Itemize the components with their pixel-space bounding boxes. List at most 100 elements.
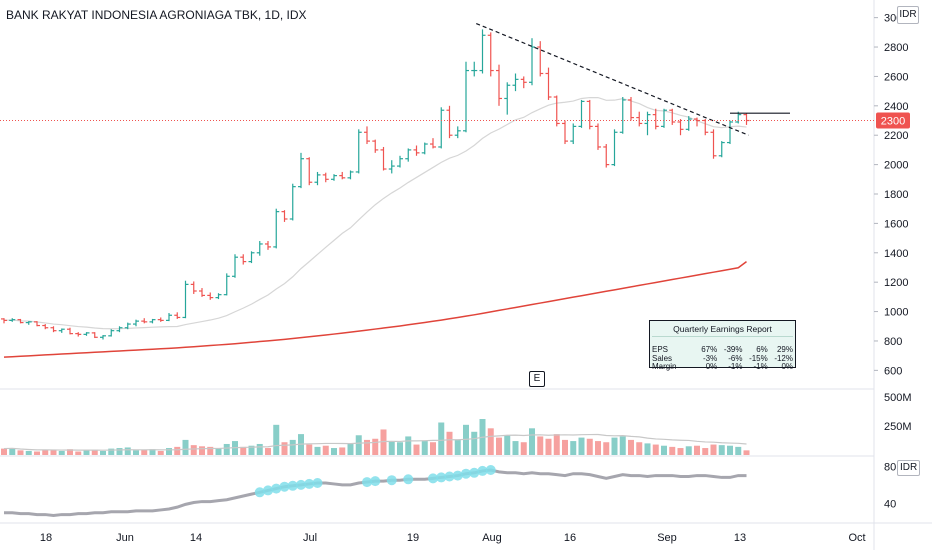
indicator-marker xyxy=(263,485,273,496)
ohlc-bar xyxy=(207,292,214,300)
indicator-marker xyxy=(403,474,414,485)
indicator-marker xyxy=(386,475,397,486)
volume-bar xyxy=(34,451,40,455)
volume-bar xyxy=(520,442,527,455)
currency-badge[interactable]: IDR xyxy=(897,6,919,24)
volume-bar xyxy=(504,435,511,455)
price-tick-label: 2200 xyxy=(884,130,908,142)
ohlc-bar xyxy=(339,171,346,180)
ohlc-bar xyxy=(25,321,32,325)
price-tick-label: 2000 xyxy=(884,160,908,172)
ohlc-bar xyxy=(182,280,189,319)
ohlc-bar xyxy=(562,120,568,145)
volume-bar xyxy=(91,449,98,455)
volume-bar xyxy=(372,438,379,455)
volume-bar xyxy=(628,439,634,455)
volume-bar xyxy=(355,435,362,455)
volume-bar xyxy=(727,445,733,455)
ohlc-bar xyxy=(463,61,469,133)
earnings-table: Quarterly Earnings Report EPS 67% -39% 6… xyxy=(649,320,796,371)
volume-bar xyxy=(619,436,626,455)
volume-bar xyxy=(58,450,65,455)
indicator-marker xyxy=(444,471,455,482)
volume-bar xyxy=(685,446,692,455)
ohlc-bar xyxy=(298,152,304,189)
time-axis-label: Jul xyxy=(303,532,317,544)
trendline xyxy=(476,22,749,136)
indicator-marker xyxy=(469,467,480,478)
indicator-marker xyxy=(271,483,282,494)
ohlc-bar xyxy=(174,312,181,319)
time-axis-label: Sep xyxy=(657,532,677,544)
indicator-tick-label: 80 xyxy=(884,461,896,473)
ohlc-bar xyxy=(595,123,601,150)
ohlc-bar xyxy=(265,241,271,250)
ohlc-bar xyxy=(58,328,65,333)
ohlc-bar xyxy=(314,171,321,186)
volume-bar xyxy=(529,428,535,455)
volume-bar xyxy=(166,448,172,455)
indicator-marker xyxy=(370,476,381,487)
ohlc-bar xyxy=(669,108,676,125)
volume-bar xyxy=(669,446,676,455)
volume-bar xyxy=(718,445,725,455)
ohlc-bar xyxy=(133,319,139,327)
volume-bar xyxy=(380,429,387,455)
volume-bar xyxy=(339,447,346,455)
ohlc-bar xyxy=(75,332,82,337)
volume-bar xyxy=(388,441,395,455)
ohlc-bar xyxy=(661,108,667,128)
ohlc-bar xyxy=(413,145,420,156)
ohlc-bar xyxy=(256,241,263,256)
volume-bar xyxy=(397,442,403,455)
volume-bar xyxy=(17,450,24,455)
ohlc-bar xyxy=(17,318,24,324)
ohlc-bar xyxy=(322,172,329,183)
volume-bar xyxy=(223,443,230,455)
volume-bar xyxy=(677,448,684,455)
indicator-tick-label: 40 xyxy=(884,498,896,510)
price-tick-label: 1000 xyxy=(884,307,908,319)
ohlc-bar xyxy=(430,138,436,149)
volume-bar xyxy=(694,445,700,455)
volume-bar xyxy=(545,438,552,455)
ohlc-bar xyxy=(603,144,610,168)
volume-tick-label: 500M xyxy=(884,392,912,404)
earnings-row-eps: EPS 67% -39% 6% 29% xyxy=(652,345,793,354)
volume-bar xyxy=(273,424,280,455)
ohlc-bar xyxy=(504,82,511,115)
ohlc-bar xyxy=(273,208,280,249)
volume-tick-label: 250M xyxy=(884,421,912,433)
ohlc-bar xyxy=(388,160,395,174)
ohlc-bar xyxy=(364,126,370,145)
price-tick-label: 800 xyxy=(884,336,902,348)
indicator-marker xyxy=(304,478,315,489)
volume-bar xyxy=(421,441,428,455)
volume-bar xyxy=(405,436,412,455)
time-axis-label: 13 xyxy=(734,532,746,544)
time-axis-label: 18 xyxy=(40,532,52,544)
price-tick-label: 1400 xyxy=(884,248,908,260)
ohlc-bar xyxy=(677,119,684,136)
ohlc-bar xyxy=(553,95,560,127)
ohlc-bar xyxy=(421,142,428,155)
volume-bar xyxy=(578,437,585,455)
ohlc-bar xyxy=(232,254,238,278)
indicator-marker xyxy=(362,477,372,488)
last-price-label: 2300 xyxy=(881,116,905,128)
volume-bar xyxy=(182,439,189,455)
ohlc-bar xyxy=(331,174,337,181)
volume-bar xyxy=(240,446,247,455)
price-tick-label: 1800 xyxy=(884,189,908,201)
indicator-marker xyxy=(436,472,447,483)
earnings-marker-icon[interactable]: E xyxy=(529,371,545,387)
ohlc-bar xyxy=(215,293,222,300)
ohlc-bar xyxy=(1,318,7,324)
volume-bar xyxy=(50,450,57,455)
ohlc-bar xyxy=(685,116,692,131)
volume-bar xyxy=(25,450,32,455)
volume-bar xyxy=(75,451,82,455)
ohlc-bar xyxy=(446,105,453,139)
ohlc-bar xyxy=(727,120,733,145)
